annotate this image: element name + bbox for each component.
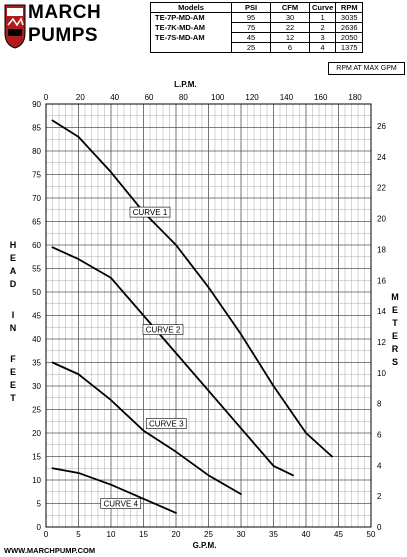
brand-line-2: PUMPS (28, 25, 99, 46)
y2-tick-label: 16 (377, 276, 386, 285)
x2-tick-label: 180 (348, 93, 362, 102)
brand-line-1: MARCH (28, 2, 102, 23)
x-tick-label: 45 (334, 530, 343, 539)
y-tick-label: 5 (37, 500, 42, 509)
x2-tick-label: 20 (76, 93, 85, 102)
x-tick-label: 15 (139, 530, 148, 539)
x2-axis-title: L.P.M. (174, 80, 197, 89)
y-tick-label: 50 (32, 288, 41, 297)
curve-label-box (129, 206, 171, 218)
rpm-note: RPM AT MAX GPM (328, 62, 405, 75)
y2-tick-label: 20 (377, 215, 386, 224)
y2-tick-label: 8 (377, 400, 382, 409)
x-tick-label: 35 (269, 530, 278, 539)
x-tick-label: 0 (44, 530, 49, 539)
y2-tick-label: 0 (377, 523, 382, 532)
table-row: 25 6 4 1375 (150, 42, 364, 53)
curve-label-4: CURVE 4 (103, 499, 138, 508)
x-tick-label: 40 (302, 530, 311, 539)
y2-tick-label: 6 (377, 430, 382, 439)
x2-tick-label: 40 (110, 93, 119, 102)
y-tick-label: 0 (37, 523, 42, 532)
march-pumps-logo: MARCH PUMPS (4, 3, 108, 51)
table-cell-rpm: 1375 (335, 42, 364, 53)
y-tick-label: 80 (32, 147, 41, 156)
y-tick-label: 45 (32, 312, 41, 321)
plot-frame (45, 103, 372, 528)
y2-tick-label: 18 (377, 245, 386, 254)
curve-label-3: CURVE 3 (149, 419, 184, 428)
x2-tick-label: 160 (314, 93, 328, 102)
curve-label-box (142, 324, 184, 335)
series-line-4 (51, 467, 177, 514)
y-tick-label: 90 (32, 100, 41, 109)
y-tick-label: 40 (32, 335, 41, 344)
x2-tick-label: 0 (44, 93, 49, 102)
y2-tick-label: 26 (377, 122, 386, 131)
x-axis-title: G.P.M. (193, 541, 217, 550)
table-row: TE-7K-MD-AM 75 22 2 2636 (150, 22, 364, 33)
y-tick-label: 15 (32, 453, 41, 462)
x2-tick-label: 60 (145, 93, 154, 102)
curve-label-1: CURVE 1 (133, 208, 168, 217)
curve-label-box (145, 418, 187, 429)
x-tick-label: 30 (237, 530, 246, 539)
footer-url: WWW.MARCHPUMP.COM (4, 546, 96, 555)
y-tick-label: 75 (32, 171, 41, 180)
curve-label-box (100, 498, 142, 509)
models-table: Models PSI CFM Curve RPM TE-7P-MD-AM 95 … (150, 2, 364, 53)
series-line-2 (51, 246, 294, 477)
y2-tick-label: 12 (377, 338, 386, 347)
y-tick-label: 25 (32, 406, 41, 415)
x-tick-label: 20 (172, 530, 181, 539)
curve-label-2: CURVE 2 (146, 325, 181, 334)
table-row: TE-7S-MD-AM 45 12 3 2050 (150, 32, 364, 43)
y-tick-label: 30 (32, 382, 41, 391)
shield-logo-icon (4, 4, 26, 49)
x-tick-label: 10 (107, 530, 116, 539)
x2-tick-label: 140 (280, 93, 294, 102)
x2-tick-label: 120 (245, 93, 259, 102)
table-cell-curve: 4 (308, 42, 337, 53)
y-tick-label: 70 (32, 194, 41, 203)
y2-tick-label: 22 (377, 184, 386, 193)
x-tick-label: 50 (367, 530, 376, 539)
y2-tick-label: 14 (377, 307, 386, 316)
y-tick-label: 65 (32, 218, 41, 227)
y-tick-label: 10 (32, 476, 41, 485)
y-tick-label: 55 (32, 265, 41, 274)
series-line-3 (51, 361, 242, 496)
x-tick-label: 25 (204, 530, 213, 539)
y2-tick-label: 4 (377, 461, 382, 470)
x-tick-label: 5 (76, 530, 81, 539)
x2-tick-label: 100 (211, 93, 225, 102)
x2-tick-label: 80 (179, 93, 188, 102)
y-tick-label: 60 (32, 241, 41, 250)
series-line-1 (51, 119, 333, 458)
y2-tick-label: 24 (377, 153, 386, 162)
y-tick-label: 20 (32, 429, 41, 438)
y-tick-label: 35 (32, 359, 41, 368)
y-tick-label: 85 (32, 124, 41, 133)
y2-tick-label: 2 (377, 492, 382, 501)
y2-tick-label: 10 (377, 369, 386, 378)
